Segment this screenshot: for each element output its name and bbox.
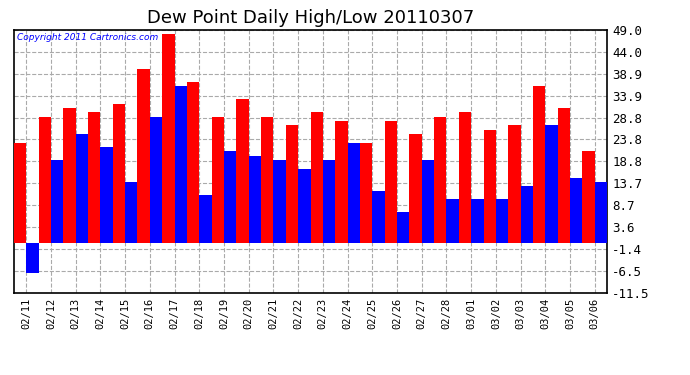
Bar	[298, 169, 310, 243]
Bar	[422, 160, 434, 243]
Bar	[397, 212, 409, 243]
Bar	[199, 195, 212, 243]
Bar	[100, 147, 112, 243]
Bar	[360, 143, 373, 243]
Bar	[595, 182, 607, 243]
Bar	[533, 86, 545, 243]
Bar	[310, 112, 323, 243]
Bar	[484, 130, 496, 243]
Bar	[409, 134, 422, 243]
Bar	[286, 126, 298, 243]
Bar	[137, 69, 150, 243]
Bar	[335, 121, 348, 243]
Bar	[323, 160, 335, 243]
Text: Copyright 2011 Cartronics.com: Copyright 2011 Cartronics.com	[17, 33, 158, 42]
Bar	[248, 156, 261, 243]
Bar	[39, 117, 51, 243]
Bar	[224, 152, 236, 243]
Bar	[212, 117, 224, 243]
Bar	[446, 199, 459, 243]
Bar	[26, 243, 39, 273]
Bar	[471, 199, 484, 243]
Bar	[434, 117, 446, 243]
Bar	[570, 177, 582, 243]
Title: Dew Point Daily High/Low 20110307: Dew Point Daily High/Low 20110307	[147, 9, 474, 27]
Bar	[88, 112, 100, 243]
Bar	[187, 82, 199, 243]
Bar	[112, 104, 125, 243]
Bar	[14, 143, 26, 243]
Bar	[261, 117, 273, 243]
Bar	[150, 117, 162, 243]
Bar	[521, 186, 533, 243]
Bar	[175, 86, 187, 243]
Bar	[459, 112, 471, 243]
Bar	[545, 126, 558, 243]
Bar	[509, 126, 521, 243]
Bar	[51, 160, 63, 243]
Bar	[385, 121, 397, 243]
Bar	[125, 182, 137, 243]
Bar	[582, 152, 595, 243]
Bar	[76, 134, 88, 243]
Bar	[63, 108, 76, 243]
Bar	[236, 99, 248, 243]
Bar	[496, 199, 509, 243]
Bar	[273, 160, 286, 243]
Bar	[373, 190, 385, 243]
Bar	[348, 143, 360, 243]
Bar	[558, 108, 570, 243]
Bar	[162, 34, 175, 243]
